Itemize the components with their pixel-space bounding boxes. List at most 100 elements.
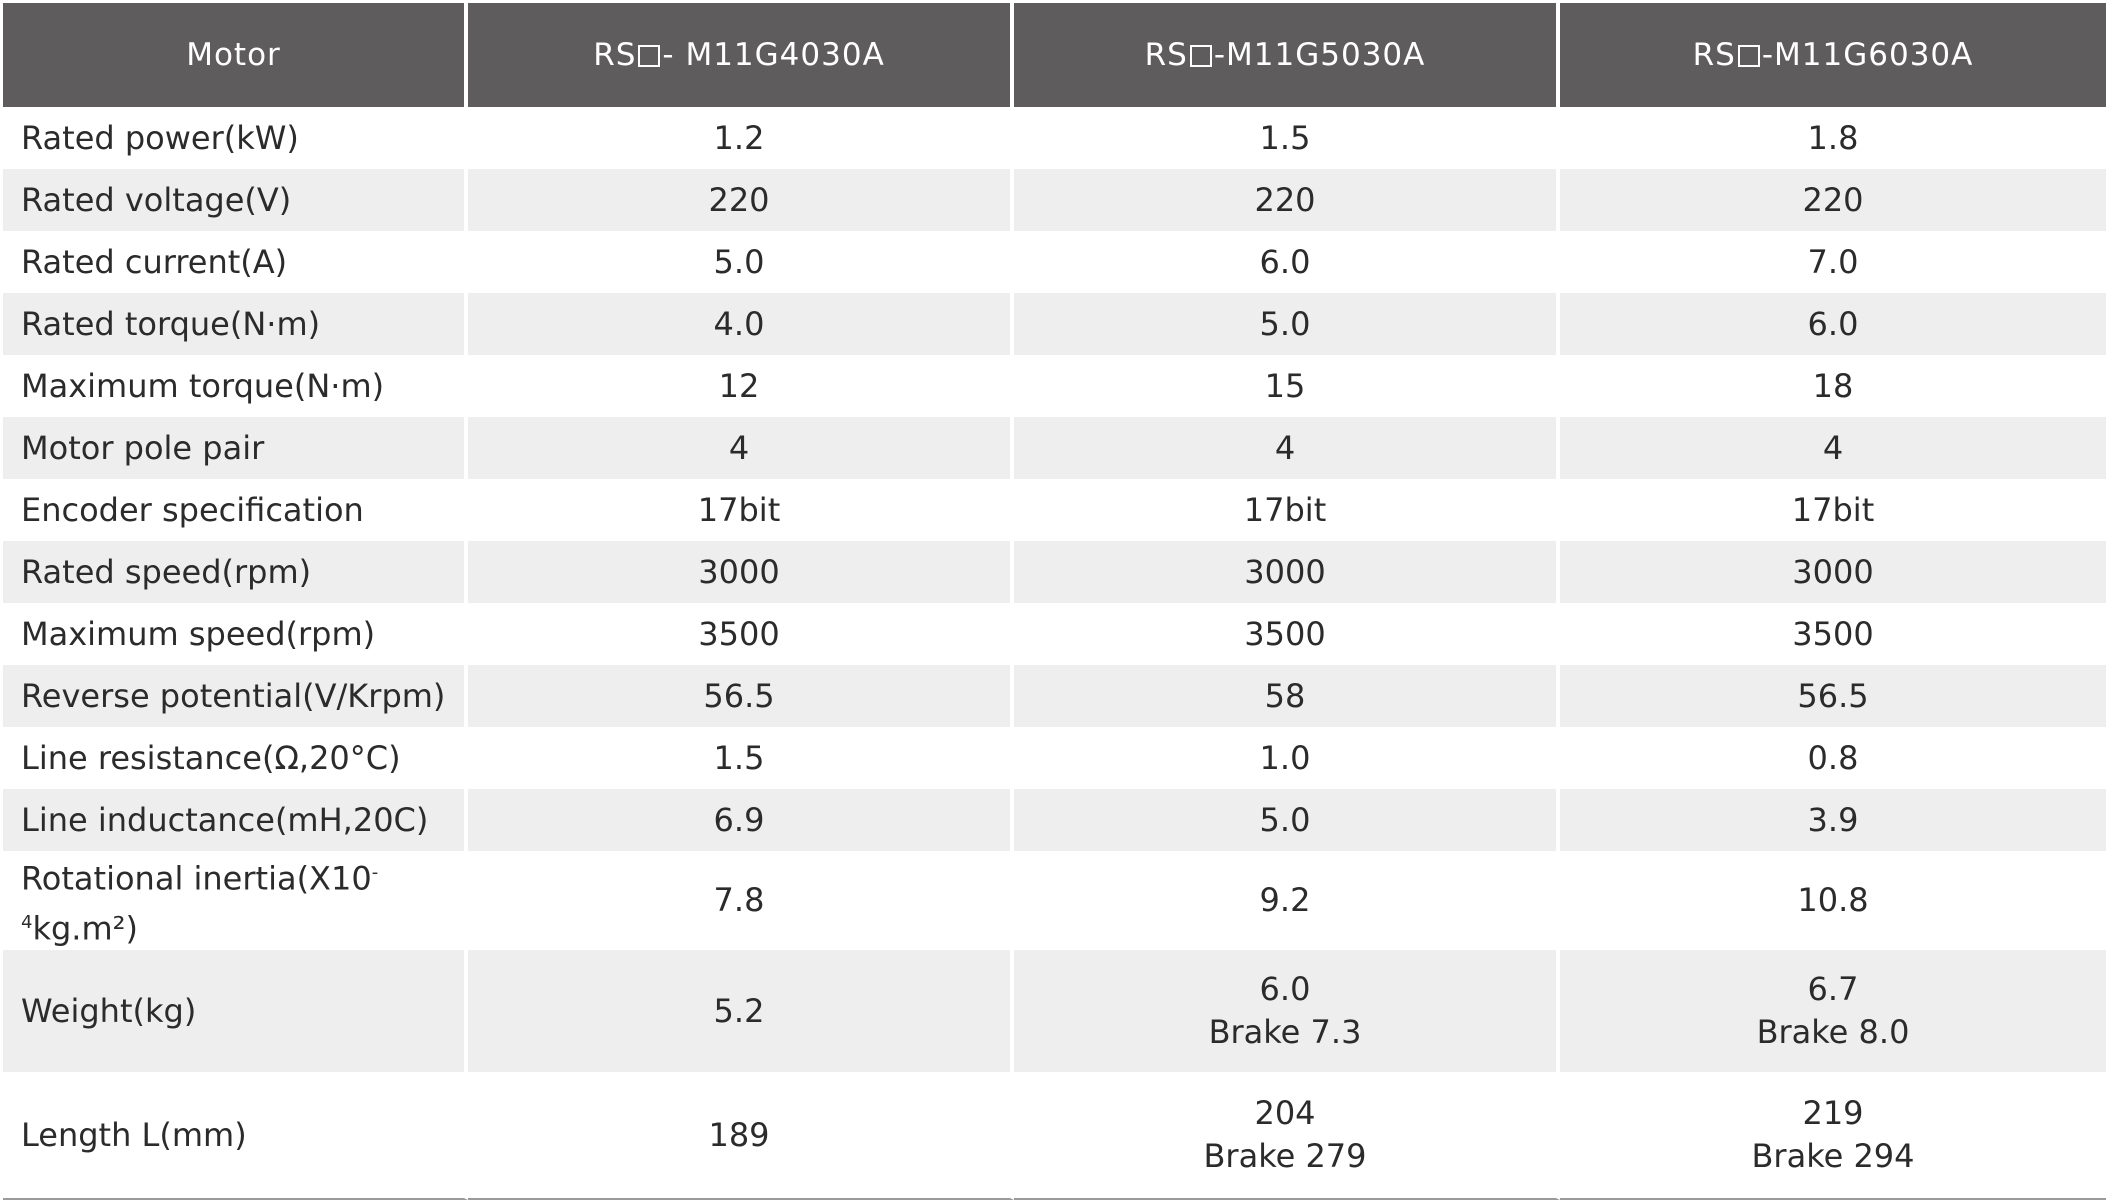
cell-value: 12 [468,355,1014,417]
table-row-length: Length L(mm) 189 204 Brake 279 219 Brake 2… [3,1072,2106,1200]
cell-value: 3500 [1792,614,1874,653]
row-label: Motor pole pair [3,417,468,479]
cell-value: 3000 [1560,541,2106,603]
table-row: Maximum torque(N·m) 12 15 18 [3,355,2106,417]
model-prefix: RS [1144,37,1188,73]
value-brake: Brake 279 [1203,1137,1367,1176]
row-label: Line resistance(Ω,20°C) [3,727,468,789]
row-label: Rated speed(rpm) [3,541,468,603]
value-main: 204 [1254,1094,1316,1133]
label-exponent: -4 [21,862,379,933]
row-label: Rated torque(N·m) [3,293,468,355]
cell-value: 1.8 [1807,118,1859,157]
cell-value: 5.2 [468,950,1014,1073]
value-main: 219 [1802,1094,1864,1133]
row-label: Reverse potential(V/Krpm) [3,665,468,727]
cell-value: 10.8 [1797,881,1869,920]
header-model-2: RS -M11G5030A [1014,3,1560,107]
table-row: Motor pole pair 4 4 4 [3,417,2106,479]
cell-value: 220 [1014,169,1560,231]
row-label: Rated current(A) [3,231,468,293]
cell-value: 4.0 [468,293,1014,355]
row-label: Rated voltage(V) [3,169,468,231]
cell-value: 5.0 [468,231,1014,293]
cell-value: 4 [468,417,1014,479]
cell-value: 3000 [468,541,1014,603]
table-row: Rated voltage(V) 220 220 220 [3,169,2106,231]
cell-value: 5.0 [1014,293,1560,355]
value-main: 6.7 [1807,970,1859,1009]
row-label: Line inductance(mH,20C) [3,789,468,851]
cell-value: 4 [1014,417,1560,479]
cell-value: 3000 [1014,541,1560,603]
table-row: Rated torque(N·m) 4.0 5.0 6.0 [3,293,2106,355]
table-row: Maximum speed(rpm) 3500 3500 3500 [3,603,2106,665]
row-label: Rated power(kW) [3,107,468,169]
label-text: Rotational inertia(X10 [21,859,372,898]
header-model-3: RS -M11G6030A [1560,3,2106,107]
row-label: Maximum torque(N·m) [3,355,468,417]
header-motor: Motor [3,3,468,107]
cell-value: 7.0 [1807,242,1859,281]
cell-value: 7.8 [468,851,1014,951]
table-row-weight: Weight(kg) 5.2 6.0 Brake 7.3 6.7 Brake 8.0 [3,950,2106,1073]
table-row: Reverse potential(V/Krpm) 56.5 58 56.5 [3,665,2106,727]
cell-value: 1.0 [1014,727,1560,789]
table-row: Rotational inertia(X10-4kg.m²) 7.8 9.2 1… [3,851,2106,951]
value-brake: Brake 8.0 [1756,1013,1910,1052]
cell-value: 6.0 Brake 7.3 [1014,950,1560,1073]
cell-value: 17bit [1791,490,1875,529]
cell-value: 4 [1560,417,2106,479]
cell-value: 3500 [1014,603,1560,665]
value-brake: Brake 294 [1751,1137,1915,1176]
cell-value: 1.5 [1014,107,1560,169]
placeholder-square-icon [1737,45,1760,67]
value-brake: Brake 7.3 [1208,1013,1362,1052]
cell-value: 0.8 [1807,738,1859,777]
row-label: Encoder specification [3,479,468,541]
label-text: kg.m²) [32,909,138,948]
cell-value: 56.5 [468,665,1014,727]
value-main: 189 [708,1115,770,1154]
cell-value: 204 Brake 279 [1014,1072,1560,1200]
model-prefix: RS [593,37,637,73]
cell-value: 15 [1014,355,1560,417]
table-row: Line resistance(Ω,20°C) 1.5 1.0 0.8 [3,727,2106,789]
model-suffix: -M11G6030A [1761,37,1974,73]
cell-value: 220 [468,169,1014,231]
table-header-row: Motor RS - M11G4030A RS -M11G5030A RS -M11G… [3,3,2106,107]
cell-value: 17bit [1014,479,1560,541]
cell-value: 6.7 Brake 8.0 [1560,950,2106,1073]
row-label: Rotational inertia(X10-4kg.m²) [3,851,468,951]
model-suffix: - M11G4030A [662,37,885,73]
table-row: Line inductance(mH,20C) 6.9 5.0 3.9 [3,789,2106,851]
cell-value: 58 [1014,665,1560,727]
cell-value: 9.2 [1014,851,1560,951]
model-suffix: -M11G5030A [1213,37,1426,73]
table-row: Encoder specification 17bit 17bit 17bit [3,479,2106,541]
value-main: 5.2 [713,991,765,1030]
table-row: Rated power(kW) 1.2 1.5 1.8 [3,107,2106,169]
cell-value: 6.0 [1560,293,2106,355]
cell-value: 6.0 [1014,231,1560,293]
cell-value: 56.5 [1560,665,2106,727]
cell-value: 18 [1812,366,1854,405]
cell-value: 17bit [468,479,1014,541]
cell-value: 6.9 [468,789,1014,851]
table-row: Rated current(A) 5.0 6.0 7.0 [3,231,2106,293]
cell-value: 220 [1560,169,2106,231]
table-row: Rated speed(rpm) 3000 3000 3000 [3,541,2106,603]
placeholder-square-icon [638,45,661,67]
row-label: Weight(kg) [3,950,468,1073]
value-main: 6.0 [1259,970,1311,1009]
motor-spec-table: Motor RS - M11G4030A RS -M11G5030A RS -M11G… [3,3,2106,1200]
cell-value: 1.5 [468,727,1014,789]
cell-value: 219 Brake 294 [1560,1072,2106,1200]
cell-value: 189 [468,1072,1014,1200]
cell-value: 5.0 [1014,789,1560,851]
cell-value: 3500 [468,603,1014,665]
cell-value: 1.2 [468,107,1014,169]
placeholder-square-icon [1189,45,1212,67]
header-model-1: RS - M11G4030A [468,3,1014,107]
cell-value: 3.9 [1560,789,2106,851]
